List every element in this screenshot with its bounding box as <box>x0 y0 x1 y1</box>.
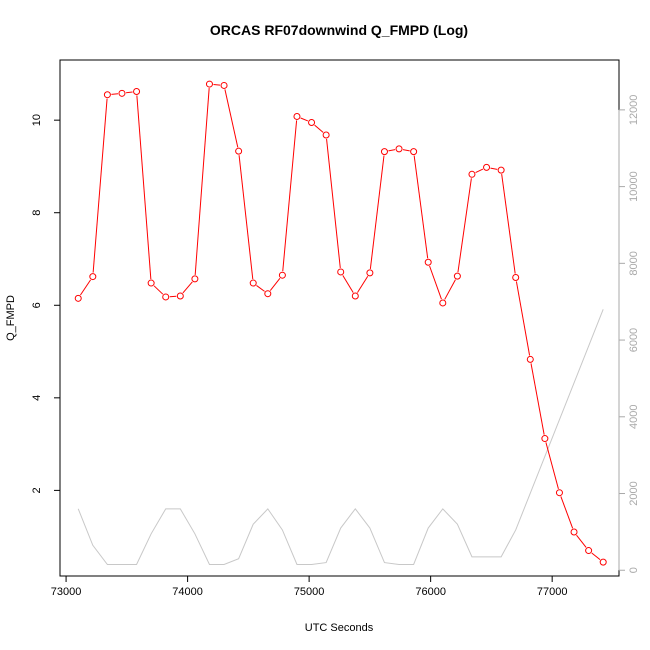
primary-series-point <box>541 435 549 443</box>
primary-series-segment <box>413 155 429 259</box>
y-tick-label: 4 <box>31 395 43 401</box>
primary-series-segment <box>475 168 484 174</box>
primary-series-segment <box>560 496 574 529</box>
primary-series-segment <box>388 149 396 152</box>
x-tick-label: 73000 <box>51 586 82 598</box>
primary-series-point <box>483 163 491 171</box>
primary-series-point <box>585 547 593 555</box>
primary-series-point <box>293 112 301 120</box>
primary-series-segment <box>125 91 133 94</box>
primary-series-point <box>424 258 432 266</box>
primary-series-point <box>162 293 170 301</box>
secondary-series-layer <box>77 309 604 565</box>
primary-series-point <box>133 87 141 95</box>
primary-series-point <box>410 148 418 156</box>
x-tick-label: 77000 <box>537 586 568 598</box>
primary-series-segment <box>545 442 559 489</box>
primary-series-point <box>118 89 126 97</box>
primary-series-segment <box>591 552 601 561</box>
y2-tick-label: 6000 <box>628 328 640 352</box>
y-tick-label: 10 <box>31 114 43 126</box>
primary-series-segment <box>256 285 265 292</box>
y2-tick-label: 12000 <box>628 95 640 126</box>
primary-series-segment <box>342 275 354 293</box>
primary-series-point <box>205 80 213 88</box>
primary-series-segment <box>357 275 369 293</box>
primary-series-segment <box>490 167 498 170</box>
secondary-series-line <box>77 309 604 565</box>
primary-series-segment <box>501 174 516 274</box>
primary-series-point <box>191 275 199 283</box>
primary-series-segment <box>314 124 324 133</box>
y2-tick-label: 4000 <box>628 405 640 429</box>
primary-series-point <box>264 290 272 298</box>
primary-series-segment <box>429 265 442 300</box>
y2-tick-label: 0 <box>628 567 640 573</box>
primary-series-point <box>337 268 345 276</box>
primary-series-segment <box>369 155 385 269</box>
primary-series-point <box>278 271 286 279</box>
primary-series-segment <box>80 279 91 296</box>
primary-series-segment <box>213 83 221 86</box>
primary-series-segment <box>530 363 545 435</box>
plot-frame <box>59 59 620 577</box>
axes-layer: 73000 74000 75000 76000 77000 2 4 6 8 10 0 2000 4000… <box>31 95 640 598</box>
x-tick-label: 75000 <box>294 586 325 598</box>
primary-series-point <box>395 145 403 153</box>
x-tick-label: 74000 <box>172 586 203 598</box>
primary-series-segment <box>402 149 410 152</box>
x-axis-label: UTC Seconds <box>305 622 374 634</box>
primary-series-segment <box>282 120 298 272</box>
primary-series-point <box>249 279 257 287</box>
x-tick-label: 76000 <box>415 586 446 598</box>
primary-series-segment <box>111 93 119 95</box>
y2-tick-label: 2000 <box>628 481 640 505</box>
primary-series-segment <box>515 281 531 356</box>
primary-series-point <box>526 355 534 363</box>
primary-series-segment <box>136 95 152 280</box>
y2-tick-label: 10000 <box>628 171 640 202</box>
primary-series-segment <box>326 138 341 269</box>
primary-series-segment <box>576 534 587 548</box>
primary-series-point <box>322 131 330 139</box>
primary-series-point <box>439 299 447 307</box>
primary-series-segment <box>238 155 254 280</box>
primary-series-point <box>555 489 563 497</box>
primary-series-point <box>74 294 82 302</box>
primary-series-point <box>599 558 607 566</box>
primary-series-point <box>366 269 374 277</box>
primary-series-point <box>512 274 520 282</box>
primary-series-segment <box>269 278 281 291</box>
chart-title: ORCAS RF07downwind Q_FMPD (Log) <box>210 22 468 38</box>
primary-series-segment <box>444 279 456 300</box>
primary-series-point <box>351 292 359 300</box>
primary-series-segment <box>153 285 164 295</box>
primary-series-segment <box>224 89 239 148</box>
y-tick-label: 6 <box>31 302 43 308</box>
primary-series-point <box>103 91 111 99</box>
primary-series-point <box>570 528 578 536</box>
primary-series-point <box>308 118 316 126</box>
primary-series-point <box>453 272 461 280</box>
primary-series-segment <box>92 98 108 273</box>
y-axis-label: Q_FMPD <box>5 295 17 341</box>
primary-series-point <box>497 166 505 174</box>
primary-series-segment <box>182 281 193 294</box>
primary-series-segment <box>300 117 309 122</box>
primary-series-point <box>176 292 184 300</box>
primary-series-segment <box>457 178 472 273</box>
primary-series-point <box>220 81 228 89</box>
primary-series-point <box>89 273 97 281</box>
primary-series-layer <box>74 80 607 566</box>
primary-series-point <box>147 279 155 287</box>
primary-series-point <box>235 147 243 155</box>
primary-series-point <box>380 148 388 156</box>
y2-tick-label: 8000 <box>628 251 640 275</box>
primary-series-segment <box>194 88 210 275</box>
primary-series-point <box>468 170 476 178</box>
y-tick-label: 2 <box>31 487 43 493</box>
y-tick-label: 8 <box>31 210 43 216</box>
